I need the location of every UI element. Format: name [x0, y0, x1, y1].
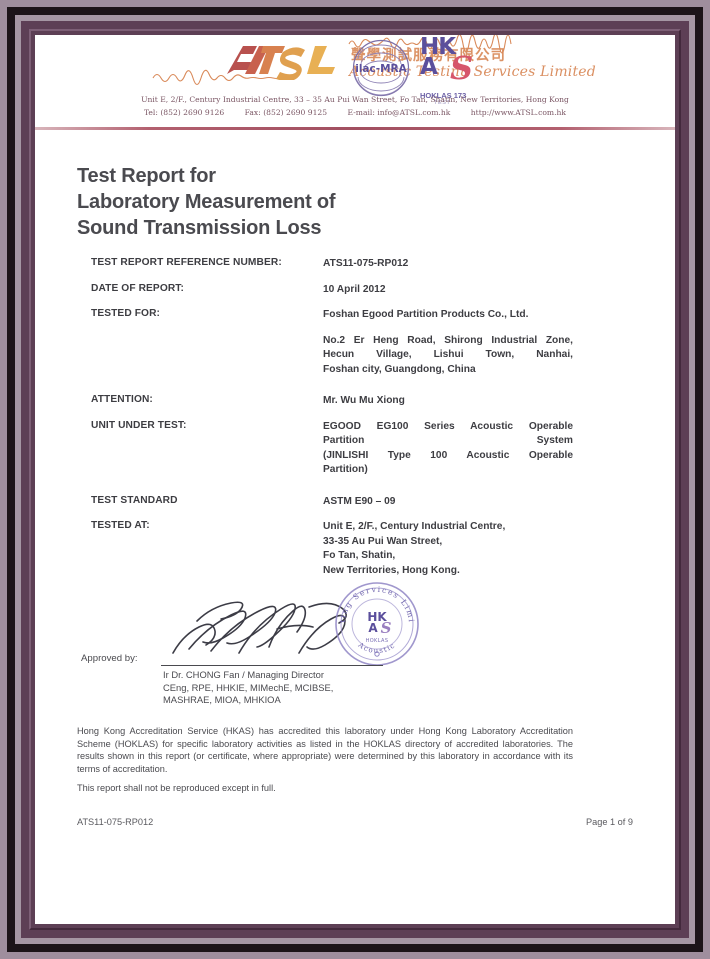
page-title-line-3: Sound Transmission Loss — [77, 217, 322, 239]
letterhead-divider — [35, 127, 675, 130]
hkas-letters-line2: A — [420, 54, 438, 80]
page-title: Test Report for Laboratory Measurement o… — [77, 163, 336, 241]
detail-value-line: Partition) — [323, 464, 368, 475]
letterhead-address: Unit E, 2/F., Century Industrial Centre,… — [141, 95, 569, 104]
detail-value: ATS11-075-RP012 — [323, 257, 601, 272]
certificate-frame-black-band: 聲學測試服務有限公司 Acoustic Testing Services Lim… — [7, 7, 703, 952]
atsl-logo: 聲學測試服務有限公司 Acoustic Testing Services Lim… — [152, 35, 596, 94]
detail-label: UNIT UNDER TEST: — [91, 419, 187, 431]
detail-value: ASTM E90 – 09 — [323, 495, 601, 510]
detail-label: TESTED FOR: — [91, 308, 161, 319]
detail-value-line: (JINLISHI Type 100 Acoustic Operable — [323, 449, 573, 461]
handwritten-signature — [172, 601, 347, 654]
svg-text:S: S — [381, 619, 392, 637]
letterhead-email: E-mail: info@ATSL.com.hk — [347, 108, 451, 117]
reproduction-notice: This report shall not be reproduced exce… — [77, 783, 276, 793]
atsl-wordmark-icon — [227, 46, 335, 80]
company-name-chinese: 聲學測試服務有限公司 — [351, 48, 506, 64]
detail-row: TESTED FOR: Foshan Egood Partition Produc… — [91, 308, 601, 323]
document-page: 聲學測試服務有限公司 Acoustic Testing Services Lim… — [35, 35, 675, 924]
detail-value-line: Foshan city, Guangdong, China — [323, 363, 476, 375]
detail-label: TEST REPORT REFERENCE NUMBER: — [91, 257, 282, 268]
hkas-logo: HK A S HOKLAS 173 TEST — [420, 35, 482, 115]
letterhead-fax: Fax: (852) 2690 9125 — [244, 108, 328, 117]
detail-value: Mr. Wu Mu Xiong — [323, 394, 601, 409]
detail-value-line: EGOOD EG100 Series Acoustic Operable — [323, 420, 573, 432]
waveform-left-icon — [152, 69, 290, 86]
accreditation-statement: Hong Kong Accreditation Service (HKAS) h… — [77, 726, 573, 774]
report-details: TEST REPORT REFERENCE NUMBER: ATS11-075-R… — [91, 257, 601, 578]
detail-value: No.2 Er Heng Road, Shirong Industrial Zo… — [323, 334, 573, 378]
footer-page-number: Page 1 of 9 — [586, 817, 633, 827]
hkas-letters-line1: HK — [420, 35, 456, 60]
company-stamp: Testing Services Limited Acoustic HK A S… — [331, 574, 420, 667]
detail-row-spacer — [91, 478, 601, 495]
detail-value-line: New Territories, Hong Kong. — [323, 564, 460, 576]
detail-row: TEST REPORT REFERENCE NUMBER: ATS11-075-R… — [91, 257, 601, 272]
svg-text:A: A — [368, 621, 378, 635]
detail-row-spacer — [91, 272, 601, 283]
detail-value: Foshan Egood Partition Products Co., Ltd… — [323, 308, 601, 323]
signatory-credentials-line-2: MASHRAE, MIOA, MHKIOA — [163, 694, 281, 705]
detail-value: 10 April 2012 — [323, 283, 601, 298]
detail-label: DATE OF REPORT: — [91, 282, 184, 294]
detail-value-line: No.2 Er Heng Road, Shirong Industrial Zo… — [323, 334, 573, 346]
signatory-credentials-line-1: CEng, RPE, HHKIE, MIMechE, MCIBSE, — [163, 681, 334, 693]
certificate-frame-inner: 聲學測試服務有限公司 Acoustic Testing Services Lim… — [21, 21, 689, 938]
detail-value-line: 33-35 Au Pui Wan Street, — [323, 535, 443, 547]
detail-row-spacer — [91, 323, 601, 334]
detail-label: TESTED AT: — [91, 520, 150, 531]
page-title-line-1: Test Report for — [77, 165, 216, 187]
detail-row-spacer — [91, 509, 601, 520]
signatory-details: Ir Dr. CHONG Fan / Managing Director CEn… — [163, 669, 333, 707]
certificate-frame-light-band: 聲學測試服務有限公司 Acoustic Testing Services Lim… — [15, 15, 695, 944]
stamp-inner-mark: HK — [367, 610, 387, 624]
detail-value: EGOOD EG100 Series Acoustic Operable Part… — [323, 420, 573, 478]
company-name-english: Acoustic Testing Services Limited — [349, 64, 596, 80]
svg-text:HOKLAS: HOKLAS — [366, 638, 389, 644]
detail-label: TEST STANDARD — [91, 494, 178, 506]
letterhead-website: http://www.ATSL.com.hk — [470, 108, 567, 117]
hoklas-number: HOKLAS 173 — [420, 91, 467, 100]
detail-row: DATE OF REPORT: 10 April 2012 — [91, 283, 601, 298]
detail-row-spacer — [91, 297, 601, 308]
hkas-letters-accent: S — [450, 49, 474, 87]
detail-row: TESTED AT: Unit E, 2/F., Century Industri… — [91, 520, 601, 578]
detail-value-line: Unit E, 2/F., Century Industrial Centre, — [323, 521, 506, 532]
letterhead-contacts: Tel: (852) 2690 9126 Fax: (852) 2690 912… — [35, 108, 675, 117]
signature-block: Approved by: — [81, 574, 551, 711]
detail-row-spacer — [91, 409, 601, 420]
detail-value-line: Partition System — [323, 435, 573, 446]
page-title-line-2: Laboratory Measurement of — [77, 191, 336, 213]
detail-value-line: 10 April 2012 — [323, 283, 386, 295]
detail-label: ATTENTION: — [91, 394, 153, 405]
detail-value-line: ATS11-075-RP012 — [323, 258, 409, 269]
signature-line — [161, 665, 383, 667]
approved-by-label: Approved by: — [81, 653, 138, 664]
detail-value: Unit E, 2/F., Century Industrial Centre,… — [323, 520, 601, 578]
letterhead-tel: Tel: (852) 2690 9126 — [143, 108, 225, 117]
detail-row: TEST STANDARD ASTM E90 – 09 — [91, 495, 601, 510]
letterhead: 聲學測試服務有限公司 Acoustic Testing Services Lim… — [35, 35, 675, 155]
page-footer: ATS11-075-RP012 Page 1 of 9 — [77, 817, 633, 827]
hoklas-scope: TEST — [434, 100, 451, 106]
signatory-name: Ir Dr. CHONG Fan / Managing Director — [163, 669, 324, 680]
ilac-mra-label: ilac-MRA — [355, 63, 407, 75]
detail-row: UNIT UNDER TEST: EGOOD EG100 Series Acous… — [91, 420, 601, 478]
detail-row: ATTENTION: Mr. Wu Mu Xiong — [91, 394, 601, 409]
detail-row: No.2 Er Heng Road, Shirong Industrial Zo… — [91, 334, 601, 378]
detail-value-line: Mr. Wu Mu Xiong — [323, 395, 405, 406]
detail-row-spacer — [91, 377, 601, 394]
detail-value-line: ASTM E90 – 09 — [323, 495, 396, 507]
detail-value-line: Hecun Village, Lishui Town, Nanhai, — [323, 349, 573, 360]
detail-value-line: Foshan Egood Partition Products Co., Ltd… — [323, 309, 529, 320]
detail-value-line: Fo Tan, Shatin, — [323, 550, 396, 561]
footer-reference: ATS11-075-RP012 — [77, 817, 154, 827]
ilac-mra-logo: ilac-MRA — [352, 39, 410, 97]
